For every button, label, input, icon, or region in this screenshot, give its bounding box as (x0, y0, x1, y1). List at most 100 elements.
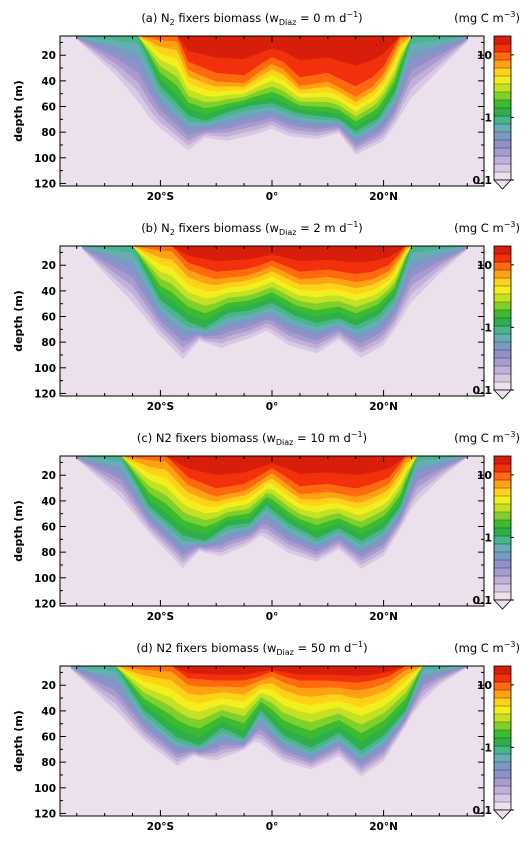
x-tick-label: 0° (266, 401, 279, 413)
x-tick-label: 20°N (369, 821, 398, 833)
colorbar-segment (494, 714, 511, 723)
colorbar-segment (494, 794, 511, 803)
x-tick-label: 20°S (147, 401, 174, 413)
colorbar-segment (494, 576, 511, 585)
y-tick-label: 60 (41, 732, 56, 744)
chart-svg: 20°S 0° 20°N 20 40 60 80 100 120 depth (m) (d) N2 … (12, 640, 520, 833)
y-axis-label: depth (m) (12, 500, 25, 562)
colorbar-segment (494, 334, 511, 343)
y-tick-label: 40 (41, 496, 56, 508)
colorbar-segment (494, 36, 511, 45)
colorbar-segment (494, 374, 511, 383)
colorbar-segment (494, 310, 511, 319)
y-tick-label: 40 (41, 76, 56, 88)
y-tick-label: 20 (41, 50, 56, 62)
colorbar: 10 1 0.1 (473, 665, 514, 820)
colorbar-extend-triangle (493, 599, 512, 610)
colorbar-label: 10 (477, 259, 493, 272)
colorbar-label: 1 (484, 741, 492, 754)
y-tick-label: 20 (41, 260, 56, 272)
colorbar-segment (494, 730, 511, 739)
colorbar-extend-triangle (493, 389, 512, 400)
colorbar: 10 1 0.1 (473, 455, 514, 610)
y-tick-label: 80 (41, 547, 56, 559)
colorbar-segment (494, 286, 511, 295)
y-tick-label: 120 (34, 808, 56, 820)
colorbar-segment (494, 294, 511, 303)
colorbar-segment (494, 262, 511, 271)
chart-svg: 20°S 0° 20°N 20 40 60 80 100 120 depth (m) (c) N2 … (12, 430, 520, 623)
units-label: (mg C m−3) (454, 220, 520, 235)
x-tick-label: 20°N (369, 401, 398, 413)
colorbar-segment (494, 746, 511, 755)
colorbar-segment (494, 52, 511, 61)
colorbar-segment (494, 496, 511, 505)
chart-title: (a) N2 fixers biomass (wDiaz = 0 m d−1) (141, 10, 362, 27)
chart-title: (d) N2 fixers biomass (wDiaz = 50 m d−1) (136, 640, 367, 657)
units-label: (mg C m−3) (454, 10, 520, 25)
colorbar-segment (494, 124, 511, 133)
colorbar-segment (494, 382, 511, 391)
colorbar-segment (494, 108, 511, 117)
contour-band (166, 456, 406, 475)
colorbar-segment (494, 164, 511, 173)
colorbar-segment (494, 68, 511, 77)
colorbar-segment (494, 464, 511, 473)
colorbar-segment (494, 44, 511, 53)
contour-field (76, 456, 468, 569)
contour-field (76, 36, 468, 155)
colorbar-segment (494, 698, 511, 707)
contour-field (71, 666, 468, 777)
contour-band (171, 246, 406, 263)
units-label: (mg C m−3) (454, 430, 520, 445)
colorbar-segment (494, 666, 511, 675)
panel-c: 20°S 0° 20°N 20 40 60 80 100 120 depth (m) (c) N2 … (0, 420, 524, 625)
colorbar-segment (494, 116, 511, 125)
colorbar-segment (494, 584, 511, 593)
colorbar-segment (494, 762, 511, 771)
contour-band (171, 666, 406, 676)
y-tick-label: 80 (41, 127, 56, 139)
colorbar-segment (494, 172, 511, 181)
colorbar-label: 10 (477, 679, 493, 692)
y-tick-label: 120 (34, 598, 56, 610)
colorbar-segment (494, 536, 511, 545)
colorbar-segment (494, 326, 511, 335)
x-tick-label: 20°S (147, 821, 174, 833)
colorbar-segment (494, 472, 511, 481)
y-tick-label: 80 (41, 337, 56, 349)
colorbar-segment (494, 350, 511, 359)
y-tick-label: 60 (41, 102, 56, 114)
colorbar-label: 10 (477, 469, 493, 482)
y-tick-label: 100 (34, 783, 56, 795)
colorbar-segment (494, 60, 511, 69)
units-label: (mg C m−3) (454, 640, 520, 655)
colorbar-label: 10 (477, 49, 493, 62)
y-tick-label: 120 (34, 388, 56, 400)
y-tick-label: 40 (41, 286, 56, 298)
colorbar-segment (494, 544, 511, 553)
colorbar-segment (494, 682, 511, 691)
panel-b: 20°S 0° 20°N 20 40 60 80 100 120 depth (m) (b) N2 … (0, 210, 524, 415)
colorbar: 10 1 0.1 (473, 245, 514, 400)
colorbar-segment (494, 140, 511, 149)
chart-svg: 20°S 0° 20°N 20 40 60 80 100 120 depth (m) (b) N2 … (12, 220, 520, 413)
y-tick-label: 20 (41, 470, 56, 482)
colorbar-segment (494, 148, 511, 157)
y-tick-label: 60 (41, 522, 56, 534)
chart-svg: 20°S 0° 20°N 20 40 60 80 100 120 depth (m) (a) N2 … (12, 10, 520, 203)
panel-d: 20°S 0° 20°N 20 40 60 80 100 120 depth (m) (d) N2 … (0, 630, 524, 835)
colorbar-segment (494, 92, 511, 101)
y-axis-label: depth (m) (12, 710, 25, 772)
colorbar-segment (494, 302, 511, 311)
colorbar-segment (494, 592, 511, 601)
colorbar-label: 1 (484, 321, 492, 334)
colorbar-segment (494, 528, 511, 537)
x-tick-label: 0° (266, 821, 279, 833)
colorbar-segment (494, 560, 511, 569)
colorbar-label: 0.1 (473, 174, 493, 187)
colorbar-segment (494, 270, 511, 279)
y-tick-label: 60 (41, 312, 56, 324)
colorbar-segment (494, 738, 511, 747)
